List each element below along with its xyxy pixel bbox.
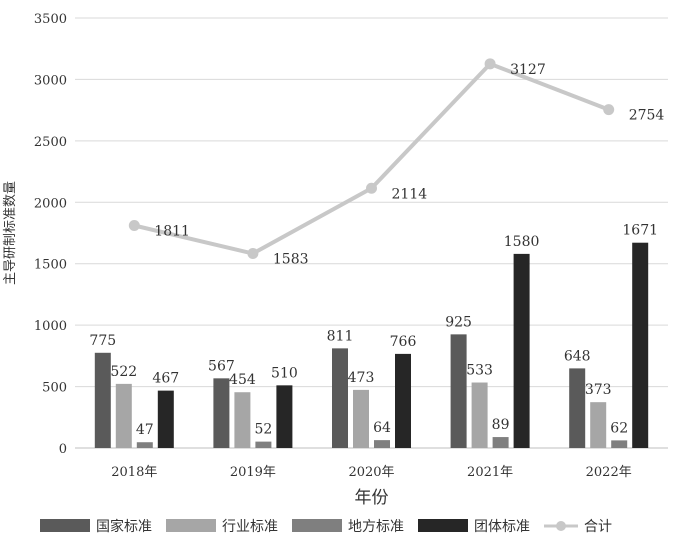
legend: 国家标准 行业标准 地方标准 团体标准 合计 (40, 518, 612, 535)
y-tick-label: 2000 (34, 196, 67, 211)
x-axis-ticks: 2018年 2019年 2020年 2021年 2022年 (111, 465, 631, 480)
bar-data-label: 567 (208, 358, 235, 374)
line-path (133, 61, 610, 256)
bar (471, 382, 488, 448)
bar (611, 440, 628, 448)
line-data-label: 3127 (510, 62, 546, 78)
legend-label: 合计 (584, 519, 612, 535)
line-data-label: 1811 (154, 224, 190, 240)
bar (94, 352, 111, 448)
legend-item: 合计 (544, 519, 612, 535)
bar-data-label: 62 (610, 420, 628, 436)
total-line-series: 1811 1583 2114 3127 2754 (128, 58, 665, 268)
y-tick-label: 3000 (34, 73, 67, 88)
y-axis-ticks: 0 500 1000 1500 2000 2500 3000 3500 (34, 12, 67, 457)
legend-swatch (418, 519, 468, 532)
legend-item: 地方标准 (292, 519, 404, 535)
bar-data-label: 1671 (622, 223, 658, 239)
bar (374, 440, 390, 448)
bar-data-label: 510 (271, 365, 298, 381)
y-tick-label: 1000 (34, 319, 67, 334)
legend-label: 地方标准 (348, 519, 404, 535)
x-tick-label: 2019年 (230, 465, 276, 480)
bar (569, 368, 586, 448)
bar (255, 441, 272, 448)
bar (395, 353, 411, 448)
bar (213, 378, 230, 448)
legend-item: 行业标准 (166, 519, 278, 535)
y-tick-label: 0 (59, 442, 67, 457)
y-tick-label: 1500 (34, 258, 67, 273)
bar (115, 383, 132, 448)
bar (234, 392, 251, 448)
bar-data-label: 52 (254, 422, 272, 438)
bar-data-label: 522 (110, 364, 137, 380)
x-tick-label: 2021年 (467, 465, 513, 480)
y-tick-label: 3500 (34, 12, 67, 27)
legend-item: 团体标准 (418, 519, 530, 535)
bar-data-label: 467 (152, 371, 179, 387)
line-point (247, 248, 259, 260)
y-axis-label: 主导研制标准数量 (3, 181, 18, 285)
legend-label: 行业标准 (222, 519, 278, 535)
gridlines (75, 17, 668, 449)
line-data-label: 2754 (629, 108, 665, 124)
bar-data-label: 811 (327, 328, 354, 344)
bar (632, 242, 649, 448)
line-data-label: 1583 (273, 252, 309, 268)
bar (136, 442, 153, 448)
bar-data-label: 89 (492, 417, 510, 433)
bar-data-label: 1580 (504, 234, 540, 250)
bar-data-label: 454 (229, 372, 256, 388)
bar-data-label: 473 (348, 370, 375, 386)
bar-data-label: 64 (373, 420, 391, 436)
legend-swatch (40, 519, 90, 532)
bars: 775 567 811 925 648 522 454 473 533 373 47 52 64 89 62… (89, 223, 658, 448)
legend-swatch (166, 519, 216, 532)
x-tick-label: 2018年 (111, 465, 157, 480)
line-point (484, 58, 496, 70)
line-point (128, 220, 140, 232)
bar-data-label: 766 (390, 334, 417, 350)
x-tick-label: 2020年 (348, 465, 394, 480)
line-point (366, 182, 377, 194)
bar (332, 348, 348, 448)
bar-data-label: 533 (466, 363, 493, 379)
x-tick-label: 2022年 (586, 465, 632, 480)
bar (157, 390, 174, 448)
legend-marker (556, 521, 566, 531)
bar (513, 253, 530, 448)
legend-swatch (292, 519, 342, 532)
bar (450, 334, 467, 448)
line-point (603, 104, 615, 116)
bar-data-label: 47 (136, 422, 154, 438)
bar-data-label: 925 (445, 314, 472, 330)
legend-item: 国家标准 (40, 518, 152, 535)
y-tick-label: 2500 (34, 135, 67, 150)
bar (353, 389, 369, 448)
legend-label: 团体标准 (474, 519, 530, 535)
line-data-label: 2114 (392, 186, 428, 202)
bar (590, 402, 607, 448)
bar-data-label: 648 (564, 348, 591, 364)
bar-data-label: 373 (585, 382, 612, 398)
bar (492, 437, 509, 448)
bar (276, 385, 293, 448)
bar-data-label: 775 (89, 333, 116, 349)
legend-label: 国家标准 (96, 518, 152, 535)
x-axis-label: 年份 (355, 488, 389, 508)
y-tick-label: 500 (42, 381, 67, 396)
